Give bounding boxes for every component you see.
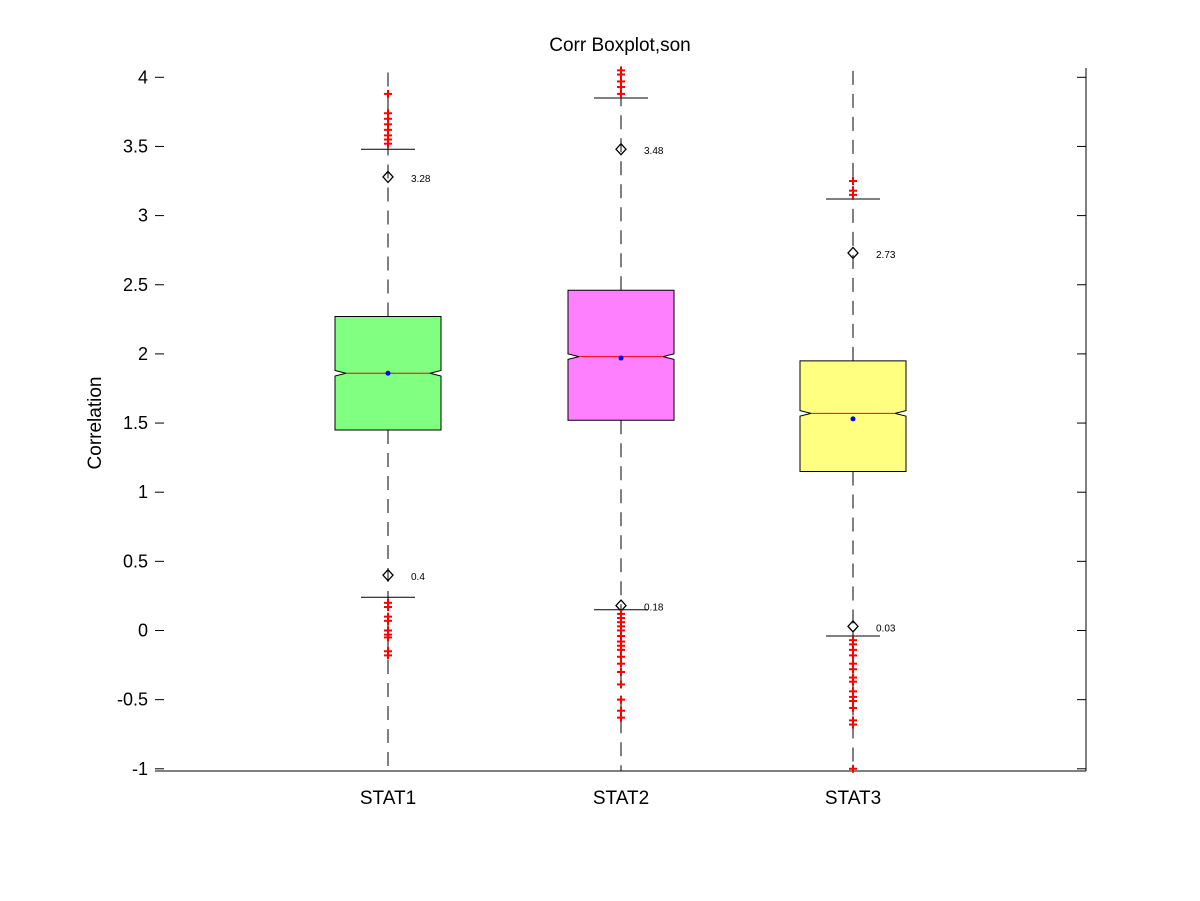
outlier-point	[384, 633, 392, 642]
marker-diamond-high	[382, 170, 394, 184]
outlier-point	[617, 695, 625, 704]
outlier-point	[849, 665, 857, 674]
marker-diamond-high	[615, 142, 627, 156]
outlier-point	[617, 706, 625, 715]
outlier-point	[617, 645, 625, 654]
outlier-point	[849, 651, 857, 660]
box-stat3: 2.73 0.03	[799, 68, 907, 773]
outlier-point	[384, 89, 392, 98]
marker-label-low: 0.18	[644, 603, 664, 614]
box-group: 3.28 0.4 3.48 0.18 2.73 0.03	[334, 66, 907, 773]
outlier-point	[384, 616, 392, 625]
mean-dot	[618, 355, 624, 361]
outlier-point	[384, 602, 392, 611]
outlier-point	[617, 659, 625, 668]
marker-label-high: 3.48	[644, 146, 664, 157]
marker-label-low: 0.4	[411, 572, 425, 583]
box-body	[799, 360, 907, 472]
marker-label-low: 0.03	[876, 623, 896, 634]
outlier-point	[849, 186, 857, 195]
marker-diamond-high	[847, 246, 859, 260]
y-tick-label: 3.5	[123, 136, 148, 156]
outlier-point	[617, 66, 625, 75]
outlier-point	[617, 713, 625, 722]
outlier-point	[617, 89, 625, 98]
x-category-label: STAT2	[593, 788, 649, 809]
outlier-point	[384, 109, 392, 118]
outlier-point	[617, 667, 625, 676]
marker-label-high: 3.28	[411, 174, 431, 185]
y-tick-label: 1	[138, 482, 148, 502]
y-tick-label: -0.5	[117, 690, 148, 710]
x-axis-categories: STAT1 STAT2 STAT3	[360, 788, 881, 809]
box-stat1: 3.28 0.4	[334, 68, 442, 771]
y-tick-label: 4	[138, 67, 148, 87]
y-tick-label: 3	[138, 206, 148, 226]
outlier-point	[849, 720, 857, 729]
outlier-point	[617, 77, 625, 86]
x-category-label: STAT3	[825, 788, 881, 809]
outlier-point	[849, 697, 857, 706]
y-tick-label: 1.5	[123, 413, 148, 433]
outlier-point	[849, 677, 857, 686]
y-tick-label: 2.5	[123, 275, 148, 295]
y-tick-label: 0	[138, 621, 148, 641]
outlier-point	[384, 651, 392, 660]
mean-dot	[385, 370, 391, 376]
x-category-label: STAT1	[360, 788, 416, 809]
outlier-point	[849, 764, 857, 773]
box-stat2: 3.48 0.18	[567, 66, 675, 771]
outlier-point	[849, 703, 857, 712]
outlier-point	[849, 177, 857, 186]
box-body	[567, 289, 675, 421]
marker-label-high: 2.73	[876, 250, 896, 261]
y-axis-label: Correlation	[85, 377, 106, 470]
outlier-point	[617, 680, 625, 689]
y-tick-label: 0.5	[123, 551, 148, 571]
y-tick-label: 2	[138, 344, 148, 364]
mean-dot	[850, 416, 856, 422]
marker-diamond-low	[382, 568, 394, 582]
y-axis-ticks: -1 -0.5 0 0.5 1 1.5 2 2.5 3 3.5 4	[117, 67, 1086, 779]
marker-diamond-low	[847, 619, 859, 633]
y-tick-label: -1	[132, 759, 148, 779]
chart-title: Corr Boxplot,son	[549, 35, 691, 56]
outlier-point	[617, 652, 625, 661]
